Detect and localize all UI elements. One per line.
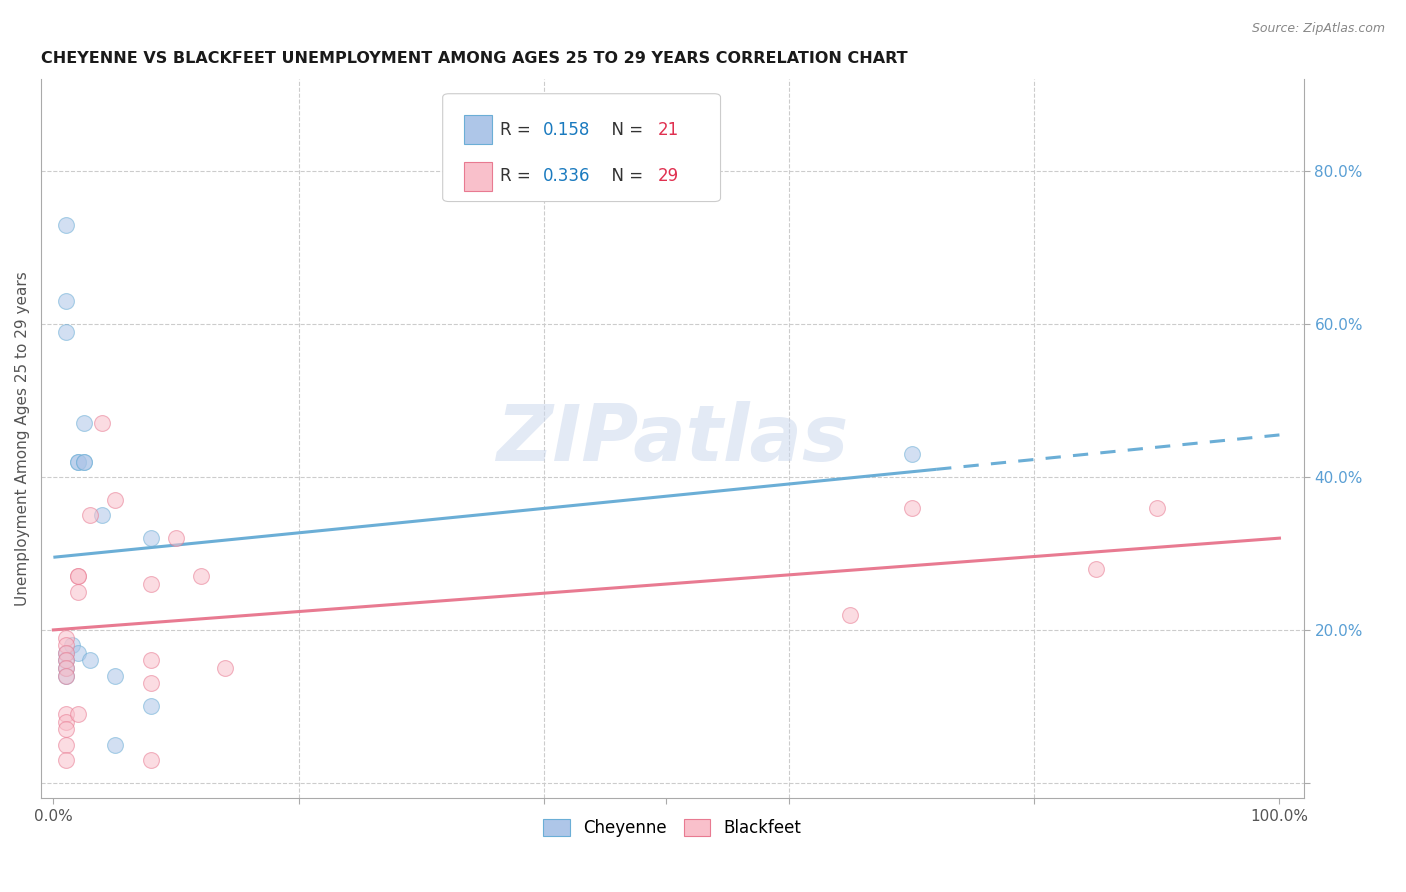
Point xyxy=(55,669,77,683)
Point xyxy=(141,753,163,767)
Text: 21: 21 xyxy=(650,117,671,135)
Point xyxy=(165,531,187,545)
Point xyxy=(73,455,96,469)
Point xyxy=(55,646,77,660)
Text: N =: N = xyxy=(603,117,651,135)
Point xyxy=(141,531,163,545)
Point xyxy=(55,653,77,667)
Point xyxy=(55,723,77,737)
Point xyxy=(66,455,89,469)
Point xyxy=(55,753,77,767)
Point xyxy=(55,294,77,309)
Point xyxy=(79,653,101,667)
Text: R =: R = xyxy=(499,168,536,186)
Point xyxy=(55,661,77,675)
Point xyxy=(214,661,236,675)
Point xyxy=(91,417,114,431)
Point xyxy=(55,669,77,683)
Point xyxy=(1146,500,1168,515)
Point xyxy=(141,699,163,714)
Legend: Cheyenne, Blackfeet: Cheyenne, Blackfeet xyxy=(537,813,808,844)
Point xyxy=(55,638,77,652)
Point xyxy=(55,714,77,729)
Point xyxy=(55,218,77,232)
Point xyxy=(60,638,83,652)
Point xyxy=(55,653,77,667)
Text: N =: N = xyxy=(600,121,648,139)
Point xyxy=(66,569,89,583)
Text: Source: ZipAtlas.com: Source: ZipAtlas.com xyxy=(1251,22,1385,36)
Point xyxy=(55,661,77,675)
FancyBboxPatch shape xyxy=(464,115,492,144)
Point xyxy=(66,706,89,721)
Point xyxy=(104,492,127,507)
Point xyxy=(66,584,89,599)
Text: R =: R = xyxy=(502,117,538,135)
Text: 0.158: 0.158 xyxy=(543,121,591,139)
Text: 0.336: 0.336 xyxy=(548,161,596,178)
Point xyxy=(141,577,163,591)
Point xyxy=(91,508,114,523)
FancyBboxPatch shape xyxy=(464,162,492,191)
Point xyxy=(839,607,862,622)
Point xyxy=(900,500,922,515)
Point xyxy=(66,569,89,583)
FancyBboxPatch shape xyxy=(443,94,720,202)
Text: 29: 29 xyxy=(650,161,671,178)
Point xyxy=(55,631,77,645)
Point xyxy=(79,508,101,523)
Text: R =: R = xyxy=(499,121,536,139)
Point xyxy=(55,706,77,721)
Point xyxy=(141,676,163,690)
Text: N =: N = xyxy=(603,161,651,178)
Point xyxy=(104,669,127,683)
Point xyxy=(1084,562,1107,576)
Point xyxy=(73,417,96,431)
Point xyxy=(66,455,89,469)
Text: 0.336: 0.336 xyxy=(543,168,591,186)
Point xyxy=(900,447,922,461)
Point xyxy=(104,738,127,752)
Text: CHEYENNE VS BLACKFEET UNEMPLOYMENT AMONG AGES 25 TO 29 YEARS CORRELATION CHART: CHEYENNE VS BLACKFEET UNEMPLOYMENT AMONG… xyxy=(41,51,908,66)
Point xyxy=(141,653,163,667)
Text: 21: 21 xyxy=(658,121,679,139)
Point xyxy=(55,646,77,660)
Text: R =: R = xyxy=(502,161,538,178)
Text: 29: 29 xyxy=(658,168,679,186)
Text: ZIPatlas: ZIPatlas xyxy=(496,401,849,476)
Text: 0.158: 0.158 xyxy=(548,117,596,135)
Y-axis label: Unemployment Among Ages 25 to 29 years: Unemployment Among Ages 25 to 29 years xyxy=(15,271,30,607)
Point xyxy=(73,455,96,469)
Point xyxy=(190,569,212,583)
Point xyxy=(66,646,89,660)
Text: N =: N = xyxy=(600,168,648,186)
Point xyxy=(55,738,77,752)
Point xyxy=(55,325,77,339)
